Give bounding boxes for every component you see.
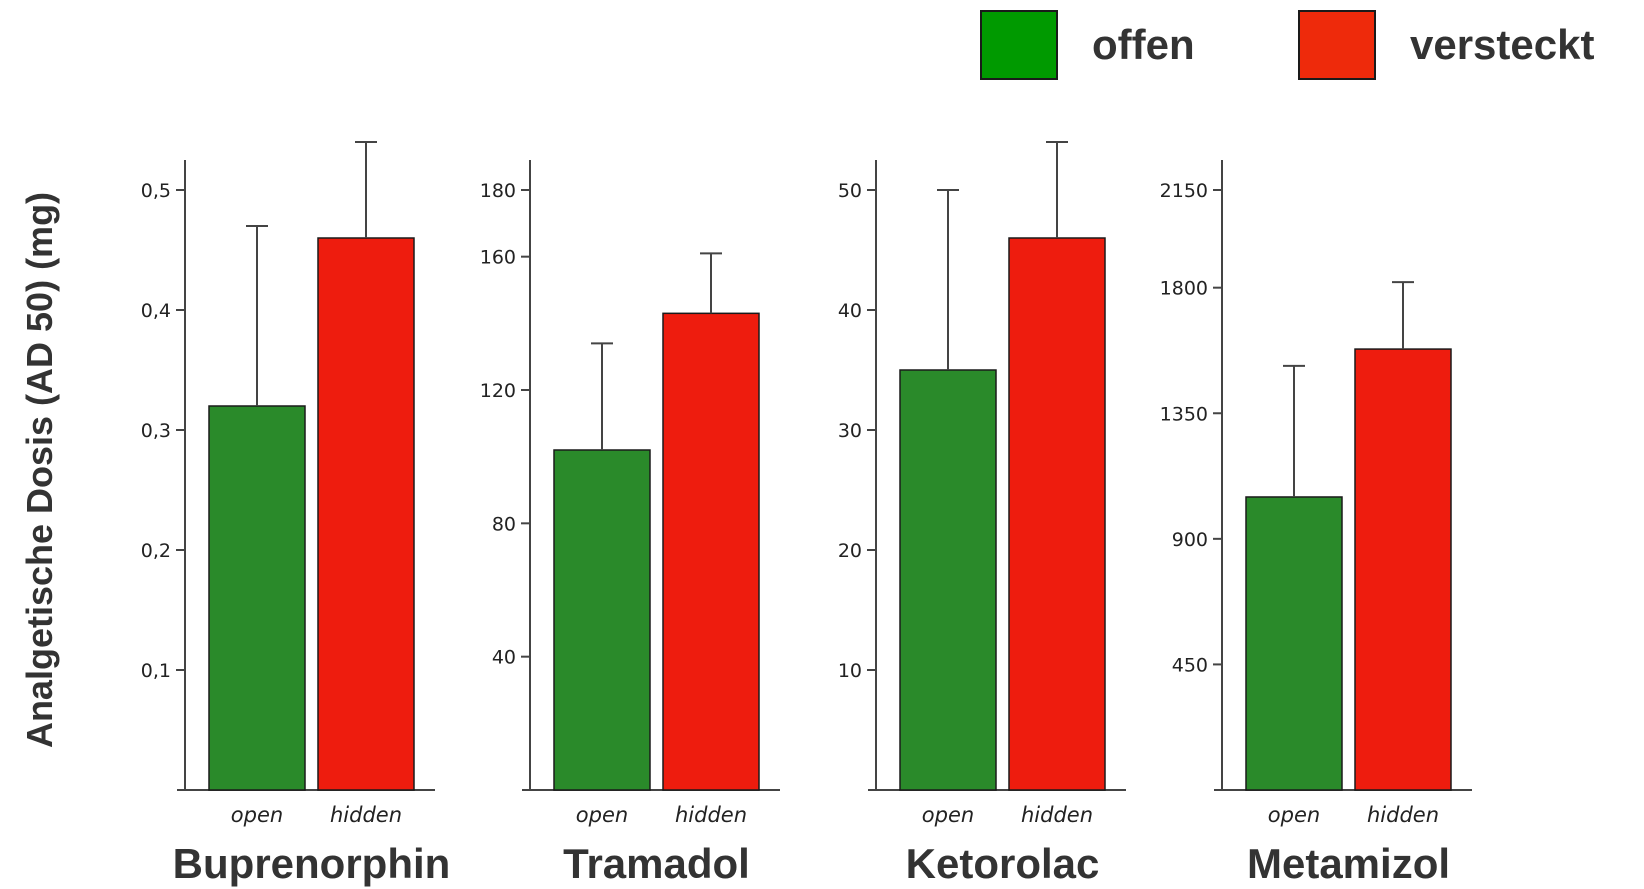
bar-metamizol-hidden — [1354, 348, 1452, 791]
y-tick-label-ketorolac: 20 — [838, 540, 862, 562]
x-tick-label-buprenorphin-hidden: hidden — [330, 803, 402, 827]
y-tick-label-ketorolac: 40 — [838, 300, 862, 322]
bar-buprenorphin-open — [208, 405, 306, 791]
bar-tramadol-hidden — [662, 312, 760, 791]
legend-label-versteckt: versteckt — [1410, 21, 1595, 68]
bar-buprenorphin-hidden — [317, 237, 415, 791]
y-tick-label-buprenorphin: 0,3 — [141, 420, 171, 442]
legend-item-offen: offen — [980, 10, 1195, 80]
legend-item-versteckt: versteckt — [1298, 10, 1594, 80]
y-tick-label-metamizol: 1800 — [1160, 278, 1208, 300]
y-tick-label-ketorolac: 10 — [838, 660, 862, 682]
x-tick-label-tramadol-open: open — [576, 803, 628, 827]
legend-swatch-offen — [980, 10, 1058, 80]
y-tick-label-tramadol: 180 — [480, 180, 516, 202]
y-tick-label-buprenorphin: 0,1 — [141, 660, 171, 682]
bar-ketorolac-open — [899, 369, 997, 791]
panel-title-tramadol: Tramadol — [563, 840, 750, 887]
y-tick-label-tramadol: 120 — [480, 380, 516, 402]
x-tick-label-buprenorphin-open: open — [231, 803, 283, 827]
panel-title-ketorolac: Ketorolac — [906, 840, 1100, 887]
y-tick-label-metamizol: 2150 — [1160, 180, 1208, 202]
bar-ketorolac-hidden — [1008, 237, 1106, 791]
y-tick-label-buprenorphin: 0,4 — [141, 300, 171, 322]
y-tick-label-buprenorphin: 0,2 — [141, 540, 171, 562]
y-tick-label-tramadol: 160 — [480, 247, 516, 269]
panel-title-metamizol: Metamizol — [1247, 840, 1450, 887]
bar-metamizol-open — [1245, 496, 1343, 791]
bar-tramadol-open — [553, 449, 651, 791]
y-tick-label-tramadol: 80 — [492, 513, 516, 535]
legend-label-offen: offen — [1092, 21, 1195, 68]
y-tick-label-tramadol: 40 — [492, 647, 516, 669]
x-tick-label-ketorolac-hidden: hidden — [1021, 803, 1093, 827]
y-tick-label-metamizol: 900 — [1172, 529, 1208, 551]
x-tick-label-metamizol-open: open — [1268, 803, 1320, 827]
y-tick-label-metamizol: 1350 — [1160, 403, 1208, 425]
panel-title-buprenorphin: Buprenorphin — [173, 840, 451, 887]
x-tick-label-tramadol-hidden: hidden — [675, 803, 747, 827]
y-tick-label-buprenorphin: 0,5 — [141, 180, 171, 202]
y-tick-label-ketorolac: 30 — [838, 420, 862, 442]
x-tick-label-metamizol-hidden: hidden — [1367, 803, 1439, 827]
legend-swatch-versteckt — [1298, 10, 1376, 80]
y-tick-label-ketorolac: 50 — [838, 180, 862, 202]
y-tick-label-metamizol: 450 — [1172, 654, 1208, 676]
x-tick-label-ketorolac-open: open — [922, 803, 974, 827]
